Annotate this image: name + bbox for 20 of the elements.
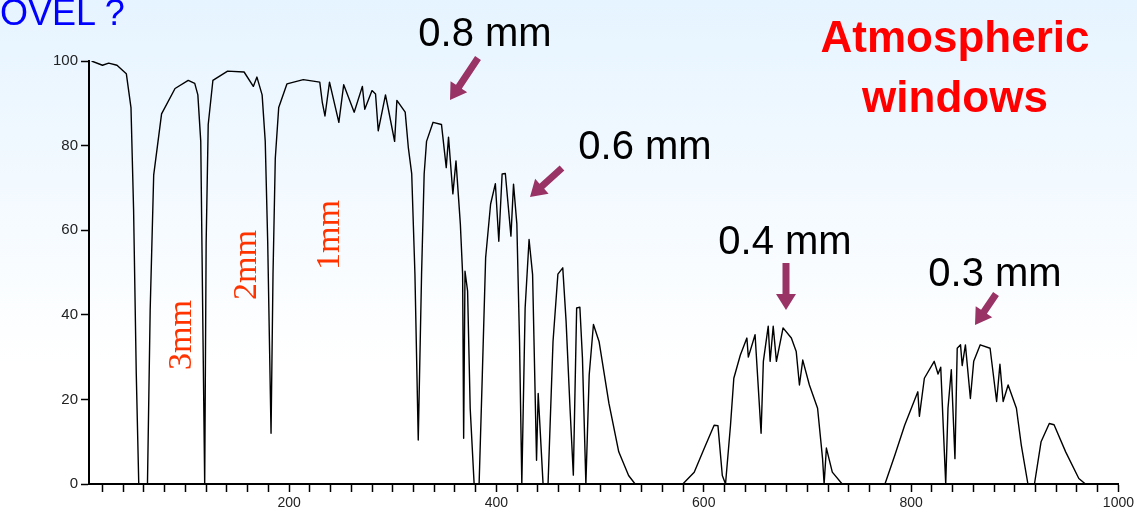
y-tick-label: 100 (52, 51, 78, 69)
x-tick-label: 400 (484, 494, 509, 511)
annotation: 0.6 mm (578, 122, 712, 168)
annotation: 0.4 mm (718, 217, 852, 263)
y-tick-label: 60 (61, 220, 78, 238)
y-tick-label: 20 (61, 389, 78, 407)
text: OVEL ? (0, 0, 125, 34)
annotation: 0.3 mm (928, 249, 1062, 295)
annotation: 3mm (161, 300, 199, 370)
text: 0.8 mm (418, 9, 552, 55)
chart-title: Atmospheric windows (820, 11, 1090, 123)
y-tick-label: 80 (61, 135, 78, 153)
x-tick-label: 600 (692, 494, 716, 511)
x-tick-label: 800 (899, 494, 923, 511)
annotation: 2mm (226, 230, 264, 300)
x-tick-label: 1000 (1102, 494, 1135, 511)
y-tick-label: 0 (69, 474, 78, 492)
x-tick-label: 200 (277, 494, 301, 511)
annotation: 1mm (309, 200, 347, 270)
y-tick-label: 40 (61, 304, 78, 322)
